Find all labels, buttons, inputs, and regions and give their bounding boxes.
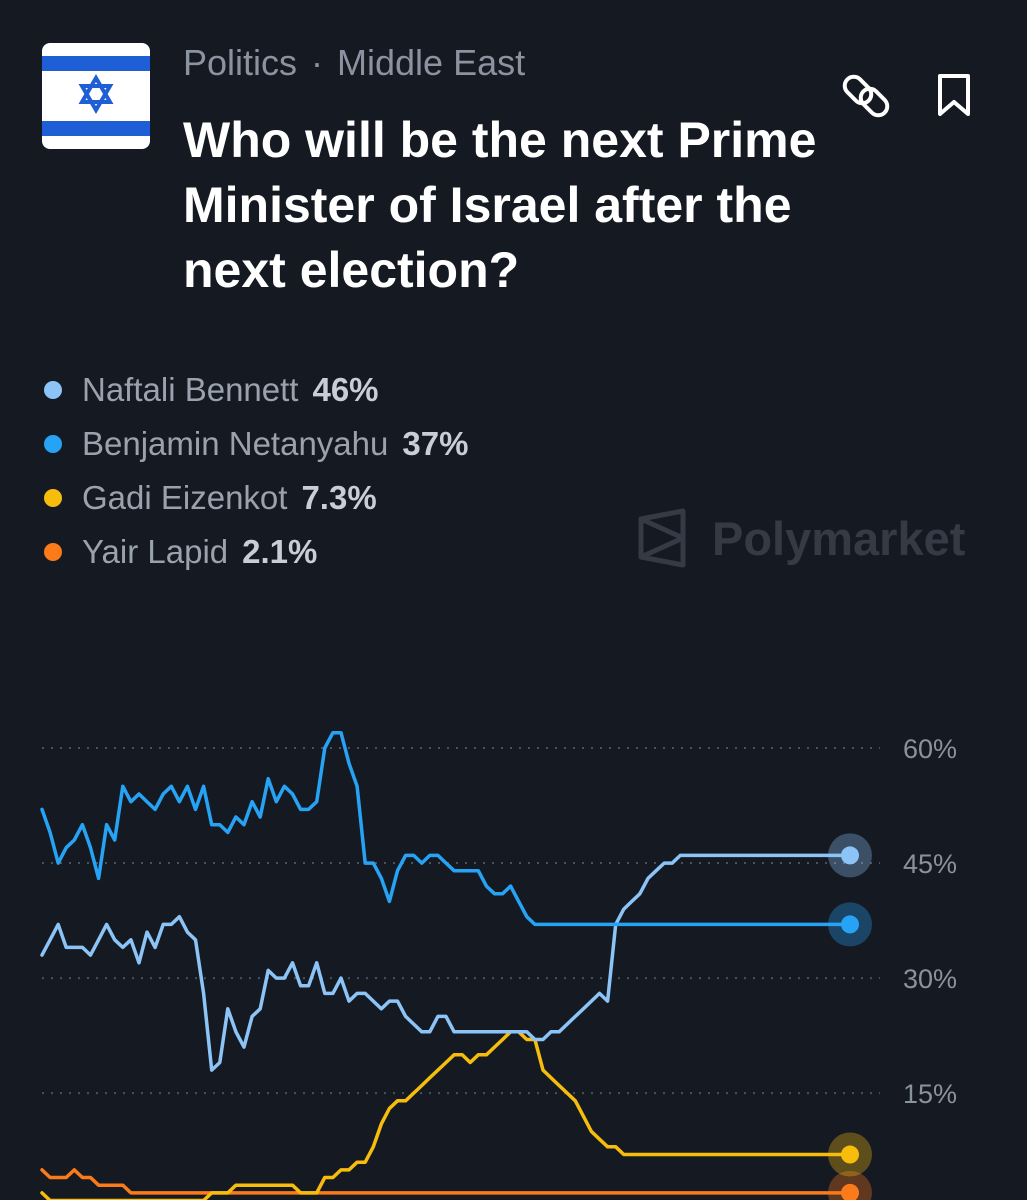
legend-value: 37% — [402, 425, 469, 462]
end-point-marker[interactable] — [841, 1145, 859, 1164]
y-tick-label: 60% — [903, 734, 957, 764]
series-line[interactable] — [40, 730, 852, 927]
bookmark-button[interactable] — [926, 68, 982, 124]
price-history-chart[interactable]: 60% 45% 30% 15% — [0, 700, 1027, 1200]
polymarket-watermark: Polymarket — [636, 507, 965, 569]
legend-name: Naftali Bennett — [82, 371, 299, 408]
legend-item-eizenkot[interactable]: Gadi Eizenkot 7.3% — [44, 471, 468, 525]
legend-value: 46% — [312, 371, 379, 408]
legend-dot — [44, 489, 62, 507]
bookmark-icon — [938, 74, 970, 116]
legend-dot — [44, 543, 62, 561]
end-point-marker[interactable] — [841, 915, 859, 934]
legend-name: Benjamin Netanyahu — [82, 425, 389, 462]
y-tick-label: 15% — [903, 1079, 957, 1109]
legend-dot — [44, 435, 62, 453]
link-icon — [842, 74, 890, 118]
legend-item-bennett[interactable]: Naftali Bennett 46% — [44, 363, 468, 417]
chart-legend: Naftali Bennett 46% Benjamin Netanyahu 3… — [44, 363, 468, 579]
series-line[interactable] — [40, 1168, 852, 1195]
legend-value: 7.3% — [301, 479, 377, 516]
israel-flag-icon — [42, 43, 150, 149]
end-point-marker[interactable] — [841, 846, 859, 865]
y-tick-label: 30% — [903, 964, 957, 994]
breadcrumb: Politics · Middle East — [183, 42, 525, 84]
breadcrumb-separator: · — [311, 42, 324, 83]
page-title: Who will be the next Prime Minister of I… — [183, 112, 817, 298]
series-line[interactable] — [40, 853, 852, 1072]
breadcrumb-category[interactable]: Politics — [183, 42, 298, 83]
end-point-marker[interactable] — [841, 1183, 859, 1200]
legend-value: 2.1% — [242, 533, 318, 570]
legend-item-lapid[interactable]: Yair Lapid 2.1% — [44, 525, 468, 579]
legend-name: Gadi Eizenkot — [82, 479, 288, 516]
legend-item-netanyahu[interactable]: Benjamin Netanyahu 37% — [44, 417, 468, 471]
copy-link-button[interactable] — [839, 68, 895, 124]
legend-dot — [44, 381, 62, 399]
y-tick-label: 45% — [903, 849, 957, 879]
legend-name: Yair Lapid — [82, 533, 229, 570]
polymarket-wordmark: Polymarket — [712, 511, 966, 565]
breadcrumb-subcategory[interactable]: Middle East — [337, 42, 526, 83]
series-line[interactable] — [40, 1030, 852, 1200]
polymarket-logo-icon — [638, 508, 686, 568]
